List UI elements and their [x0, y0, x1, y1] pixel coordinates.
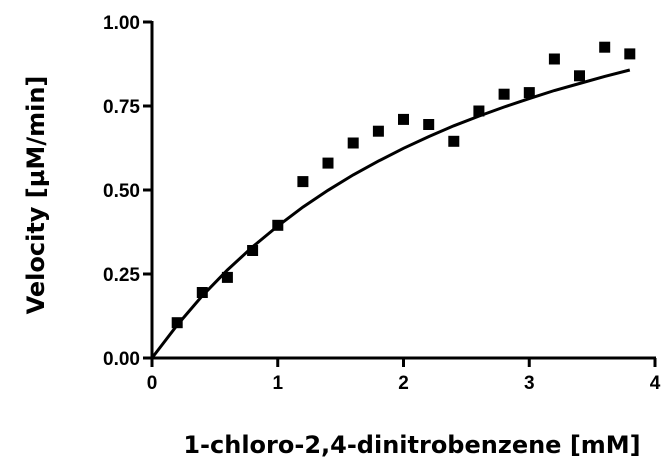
data-point	[196, 287, 208, 298]
x-tick-label: 2	[398, 373, 409, 394]
x-tick-label: 3	[524, 373, 535, 394]
x-tick-label: 1	[272, 373, 283, 394]
data-point	[548, 53, 560, 65]
data-point	[473, 105, 485, 117]
x-tick-label: 0	[147, 373, 158, 394]
x-tick-label: 4	[650, 373, 661, 394]
y-tick-label: 1.00	[103, 13, 140, 34]
data-point	[297, 176, 309, 188]
data-point	[523, 87, 535, 99]
y-axis-title: Velocity [µM/min]	[22, 76, 50, 315]
y-axis-ticks: 0.00 0.25 0.50 0.75 1.00	[103, 13, 152, 370]
data-point	[624, 48, 636, 60]
data-points	[171, 41, 636, 329]
data-point	[574, 70, 585, 82]
data-point	[372, 125, 384, 137]
x-axis-ticks: 0 1 2 3 4	[147, 358, 661, 394]
data-point	[347, 137, 359, 149]
y-tick-label: 0.75	[103, 97, 140, 118]
data-point	[272, 219, 284, 231]
data-point	[423, 119, 435, 130]
data-point	[498, 88, 510, 100]
data-point	[171, 317, 183, 329]
data-point	[247, 245, 259, 256]
data-point	[448, 135, 460, 147]
fit-curve	[150, 68, 631, 359]
y-tick-label: 0.00	[103, 349, 140, 370]
y-tick-label: 0.50	[103, 181, 140, 202]
data-point	[221, 271, 233, 283]
data-point	[322, 157, 334, 169]
y-tick-label: 0.25	[103, 265, 140, 286]
data-point	[599, 41, 611, 53]
data-point	[398, 113, 409, 125]
x-axis-title: 1-chloro-2,4-dinitrobenzene [mM]	[183, 431, 640, 459]
